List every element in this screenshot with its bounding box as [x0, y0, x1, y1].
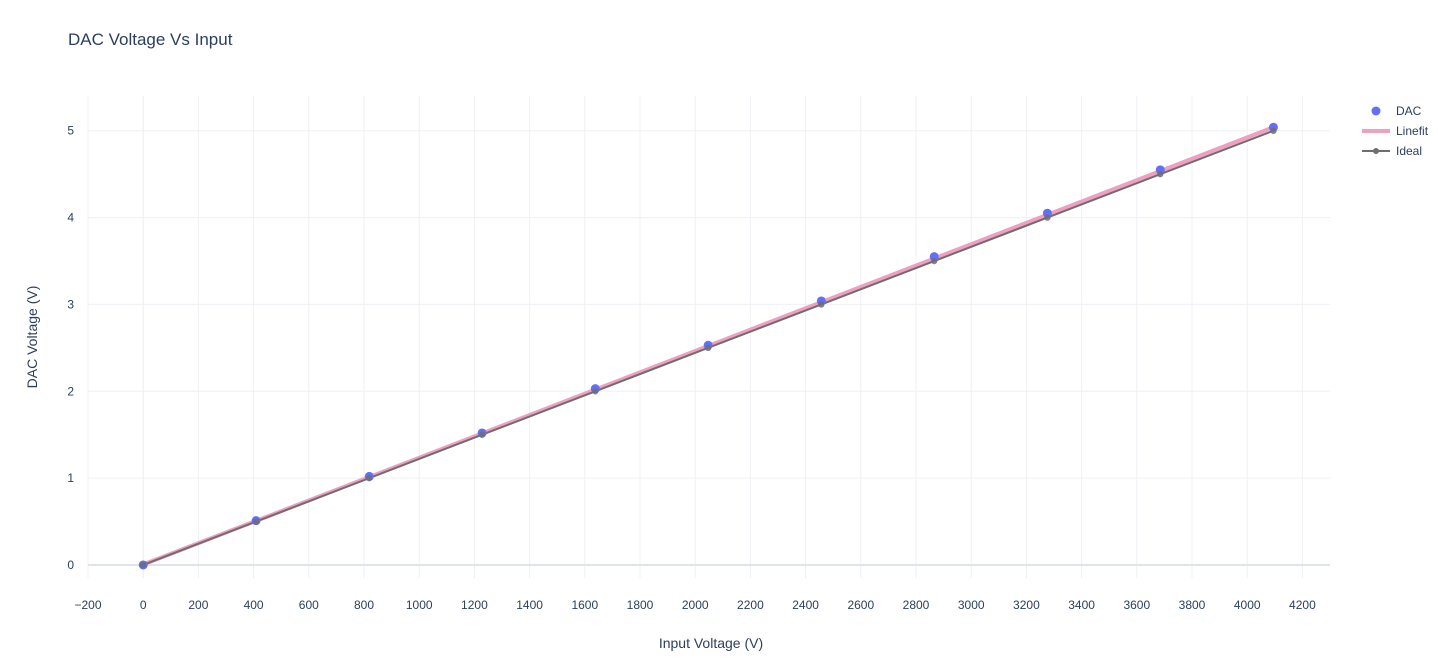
ideal-point — [1044, 214, 1051, 221]
x-tick-label: 400 — [244, 598, 264, 612]
y-tick-label: 2 — [67, 384, 74, 398]
chart-title: DAC Voltage Vs Input — [68, 30, 233, 49]
ideal-point — [931, 257, 938, 265]
legend-swatch — [1371, 106, 1381, 116]
x-tick-label: 2600 — [847, 598, 874, 612]
x-tick-label: 0 — [140, 598, 147, 612]
y-tick-label: 3 — [67, 297, 74, 311]
x-tick-label: 1000 — [406, 598, 433, 612]
ideal-point — [252, 518, 260, 525]
x-tick-label: 1200 — [461, 598, 488, 612]
ideal-point — [818, 301, 825, 308]
x-tick-label: 1800 — [627, 598, 654, 612]
x-tick-label: 800 — [354, 598, 374, 612]
x-tick-label: 2000 — [682, 598, 709, 612]
grid-layer — [87, 96, 1330, 578]
x-tick-label: 200 — [188, 598, 208, 612]
legend-swatch-marker — [1373, 148, 1379, 154]
ideal-point — [1270, 127, 1277, 134]
ideal-point — [704, 344, 712, 352]
legend-item-dac[interactable]: DAC — [1371, 104, 1422, 118]
x-axis-title: Input Voltage (V) — [659, 635, 763, 651]
x-tick-label: 4000 — [1234, 598, 1261, 612]
y-tick-label: 1 — [67, 471, 74, 485]
x-tick-label: 4200 — [1289, 598, 1316, 612]
x-tick-label: 1600 — [571, 598, 598, 612]
y-tick-label: 0 — [67, 558, 74, 572]
ideal-point — [478, 431, 486, 438]
y-axis-ticks: 0 1 2 3 4 5 — [67, 124, 74, 572]
x-tick-label: 600 — [299, 598, 319, 612]
x-tick-label: 3600 — [1123, 598, 1150, 612]
y-axis-title: DAC Voltage (V) — [24, 286, 40, 389]
x-tick-label: 3000 — [958, 598, 985, 612]
ideal-point — [1157, 170, 1164, 178]
legend-label: Ideal — [1396, 144, 1422, 158]
x-tick-label: 3800 — [1179, 598, 1206, 612]
x-tick-label: 1400 — [516, 598, 543, 612]
x-tick-label: 2800 — [903, 598, 930, 612]
ideal-point — [366, 474, 373, 482]
x-tick-label: 2200 — [737, 598, 764, 612]
y-tick-label: 4 — [67, 211, 74, 225]
ideal-point — [592, 388, 599, 395]
legend-label: DAC — [1396, 104, 1422, 118]
y-tick-label: 5 — [67, 124, 74, 138]
legend-item-ideal[interactable]: Ideal — [1362, 144, 1422, 158]
x-tick-label: 3200 — [1013, 598, 1040, 612]
legend[interactable]: DAC Linefit Ideal — [1362, 104, 1429, 158]
x-axis-ticks: −200 0 200 400 600 800 1000 1200 1400 1600 1800 200… — [74, 598, 1316, 612]
legend-label: Linefit — [1396, 124, 1429, 138]
x-tick-label: 2400 — [792, 598, 819, 612]
series-layer — [138, 122, 1278, 570]
ideal-point — [140, 561, 147, 569]
x-tick-label: −200 — [74, 598, 101, 612]
legend-item-linefit[interactable]: Linefit — [1362, 124, 1429, 138]
x-tick-label: 3400 — [1068, 598, 1095, 612]
